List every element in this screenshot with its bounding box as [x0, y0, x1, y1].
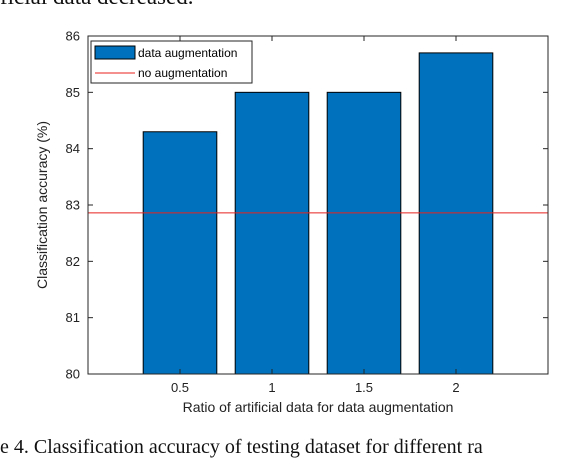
bar-1 — [234, 91, 310, 375]
legend-label-data-augmentation: data augmentation — [138, 46, 237, 60]
y-tick-label-81: 81 — [66, 310, 80, 325]
x-axis-label: Ratio of artificial data for data augmen… — [183, 399, 454, 415]
caption-fragment: e 4. Classification accuracy of testing … — [0, 436, 483, 458]
bar-2 — [418, 52, 494, 375]
ticks-group: 80 81 82 83 84 85 86 0.5 1 1.5 2 — [66, 29, 548, 395]
x-tick-label-1: 1 — [268, 380, 275, 395]
y-tick-label-80: 80 — [66, 367, 80, 382]
y-tick-label-85: 85 — [66, 85, 80, 100]
bars-group — [142, 52, 494, 375]
y-tick-label-84: 84 — [66, 141, 80, 156]
bar-0.5 — [142, 131, 218, 375]
top-paragraph-fragment: ficial data decreased. — [0, 0, 193, 10]
x-tick-label-0.5: 0.5 — [171, 380, 189, 395]
y-axis-label: Classification accuracy (%) — [34, 121, 50, 289]
legend: data augmentation no augmentation — [90, 40, 253, 84]
y-tick-label-82: 82 — [66, 254, 80, 269]
bar-1.5 — [326, 91, 402, 375]
x-tick-label-1.5: 1.5 — [355, 380, 373, 395]
x-tick-label-2: 2 — [452, 380, 459, 395]
legend-swatch-data-augmentation — [94, 45, 136, 60]
y-tick-label-86: 86 — [66, 29, 80, 44]
legend-label-no-augmentation: no augmentation — [138, 66, 227, 80]
y-tick-label-83: 83 — [66, 198, 80, 213]
